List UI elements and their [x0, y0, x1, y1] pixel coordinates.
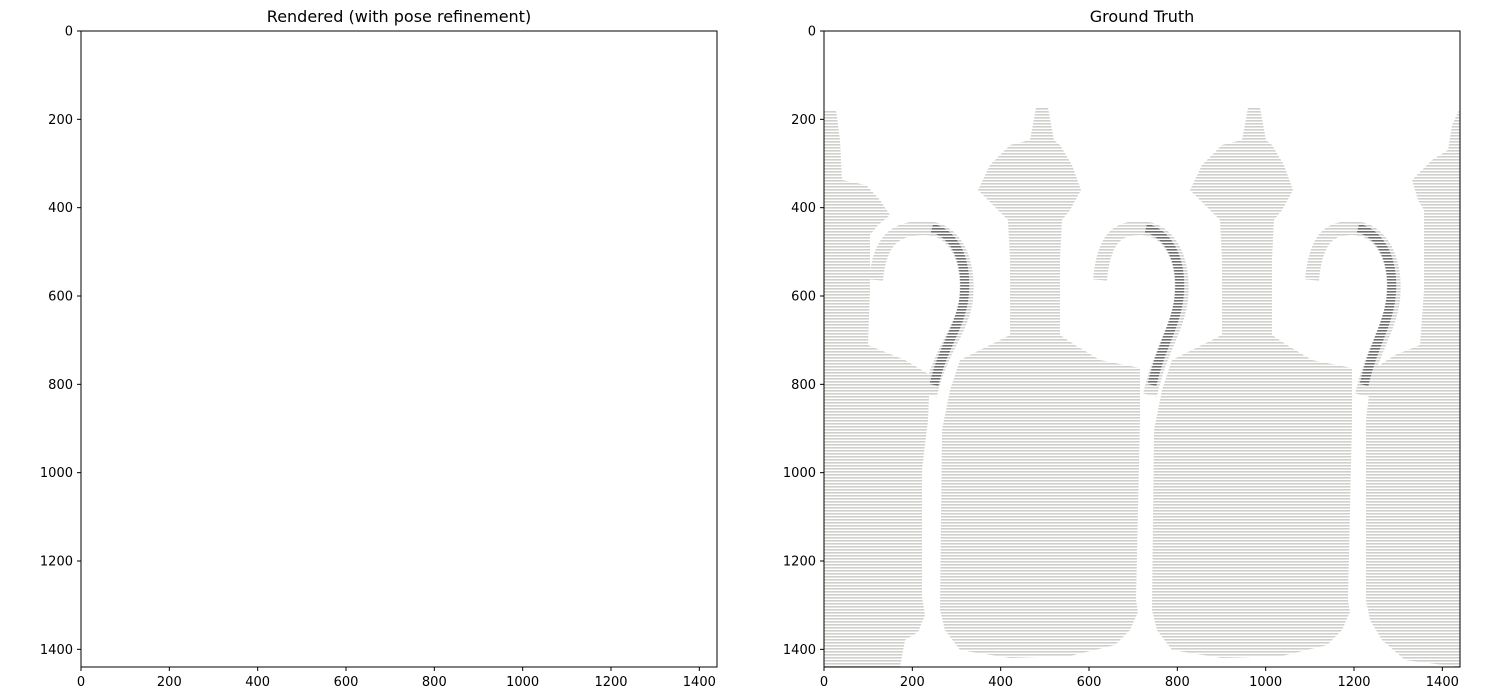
image-area-rendered — [81, 31, 717, 667]
y-tick-label: 600 — [48, 290, 73, 305]
y-tick-label: 400 — [791, 201, 816, 216]
axes-frame-rendered — [80, 30, 718, 668]
x-tick-label: 1200 — [594, 675, 627, 690]
vase-right — [1366, 108, 1460, 667]
vase-center-1 — [940, 108, 1140, 658]
x-tick-label: 1400 — [683, 675, 716, 690]
panel-ground-truth: Ground Truth 0 200 400 600 800 1000 1200 1400 0 2… — [783, 7, 1461, 691]
y-tick-label: 1000 — [783, 466, 816, 481]
vase-center-2 — [1152, 108, 1352, 658]
panel-title-ground-truth: Ground Truth — [1090, 7, 1195, 26]
y-tick-label: 400 — [48, 201, 73, 216]
y-tick-label: 1200 — [40, 555, 73, 570]
x-tick-label: 800 — [422, 675, 447, 690]
x-tick-label: 600 — [1077, 675, 1102, 690]
axes-frame-ground-truth — [823, 30, 1461, 668]
x-tick-label: 1000 — [1249, 675, 1282, 690]
x-tick-label: 1200 — [1337, 675, 1370, 690]
y-tick-label: 200 — [791, 113, 816, 128]
x-tick-label: 1400 — [1426, 675, 1459, 690]
x-tick-label: 200 — [900, 675, 925, 690]
x-tick-label: 600 — [334, 675, 359, 690]
x-tick-label: 0 — [77, 675, 85, 690]
y-tick-label: 1000 — [40, 466, 73, 481]
x-tick-label: 400 — [988, 675, 1013, 690]
y-tick-label: 600 — [791, 290, 816, 305]
vase-left — [824, 110, 930, 667]
panel-rendered: Rendered (with pose refinement) 0 200 400 6… — [40, 7, 718, 691]
x-tick-label: 800 — [1165, 675, 1190, 690]
x-tick-label: 0 — [820, 675, 828, 690]
y-tick-label: 1400 — [40, 643, 73, 658]
ticks-ground-truth: 0 200 400 600 800 1000 1200 1400 0 200 400 600 800 10… — [783, 25, 1459, 691]
panel-title-rendered: Rendered (with pose refinement) — [267, 7, 531, 26]
y-tick-label: 800 — [791, 378, 816, 393]
ground-truth-image — [824, 31, 1460, 667]
y-tick-label: 200 — [48, 113, 73, 128]
y-tick-label: 1400 — [783, 643, 816, 658]
y-tick-label: 0 — [65, 25, 73, 40]
handle-1-shadow — [929, 223, 970, 386]
ticks-rendered: 0 200 400 600 800 1000 1200 1400 0 200 400 600 800 10… — [40, 25, 716, 691]
handle-3-shadow — [1356, 223, 1397, 386]
handle-2-shadow — [1144, 223, 1185, 386]
y-tick-label: 1200 — [783, 555, 816, 570]
x-tick-label: 400 — [245, 675, 270, 690]
y-tick-label: 0 — [808, 25, 816, 40]
x-tick-label: 200 — [157, 675, 182, 690]
x-tick-label: 1000 — [506, 675, 539, 690]
y-tick-label: 800 — [48, 378, 73, 393]
